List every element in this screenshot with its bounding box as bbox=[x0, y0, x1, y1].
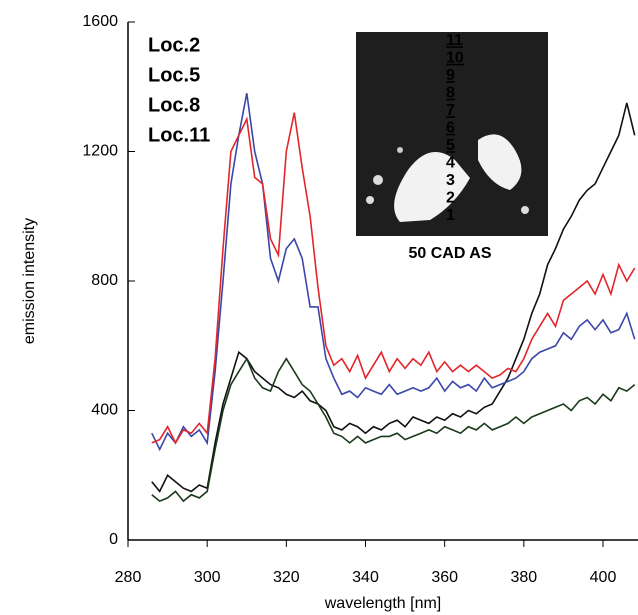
inset-label: 2 bbox=[446, 190, 455, 207]
legend-entry: Loc.11 bbox=[148, 124, 210, 146]
inset-label: 6 bbox=[446, 120, 455, 137]
inset-label: 5 bbox=[446, 137, 455, 154]
legend-entry: Loc.5 bbox=[148, 64, 200, 86]
y-tick-label: 400 bbox=[91, 402, 118, 419]
x-tick-label: 280 bbox=[115, 569, 142, 586]
x-axis-label: wavelength [nm] bbox=[324, 595, 442, 612]
x-tick-label: 360 bbox=[431, 569, 458, 586]
x-tick-label: 300 bbox=[194, 569, 221, 586]
inset-blob bbox=[366, 196, 374, 204]
inset-label: 4 bbox=[446, 155, 455, 172]
inset-blob bbox=[373, 175, 383, 185]
inset-label: 9 bbox=[446, 67, 455, 84]
y-tick-label: 800 bbox=[91, 272, 118, 289]
inset-label: 10 bbox=[446, 50, 464, 67]
inset-label: 11 bbox=[446, 32, 463, 49]
inset-blob bbox=[478, 134, 522, 190]
legend: Loc.2 Loc.5 Loc.8 Loc.11 bbox=[148, 34, 210, 146]
x-tick-label: 320 bbox=[273, 569, 300, 586]
inset-caption: 50 CAD AS bbox=[409, 245, 492, 262]
inset-label: 7 bbox=[446, 102, 455, 119]
inset-label: 8 bbox=[446, 85, 455, 102]
legend-entry: Loc.2 bbox=[148, 34, 200, 56]
inset-blob bbox=[397, 147, 403, 153]
inset-label: 3 bbox=[446, 172, 455, 189]
x-tick-label: 400 bbox=[590, 569, 617, 586]
inset-label: 1 bbox=[446, 207, 455, 224]
y-tick-label: 0 bbox=[109, 531, 118, 548]
plot-area bbox=[151, 93, 636, 503]
legend-entry: Loc.8 bbox=[148, 94, 200, 116]
x-tick-label: 380 bbox=[510, 569, 537, 586]
y-tick-label: 1200 bbox=[82, 143, 118, 160]
series-line bbox=[151, 112, 636, 445]
inset-blob bbox=[521, 206, 529, 214]
x-tick-label: 340 bbox=[352, 569, 379, 586]
y-axis-label: emission intensity bbox=[21, 218, 38, 344]
inset-blob bbox=[394, 152, 470, 222]
y-tick-label: 1600 bbox=[82, 13, 118, 30]
series-line bbox=[151, 93, 636, 452]
series-line bbox=[151, 102, 636, 493]
series-line bbox=[151, 356, 636, 503]
